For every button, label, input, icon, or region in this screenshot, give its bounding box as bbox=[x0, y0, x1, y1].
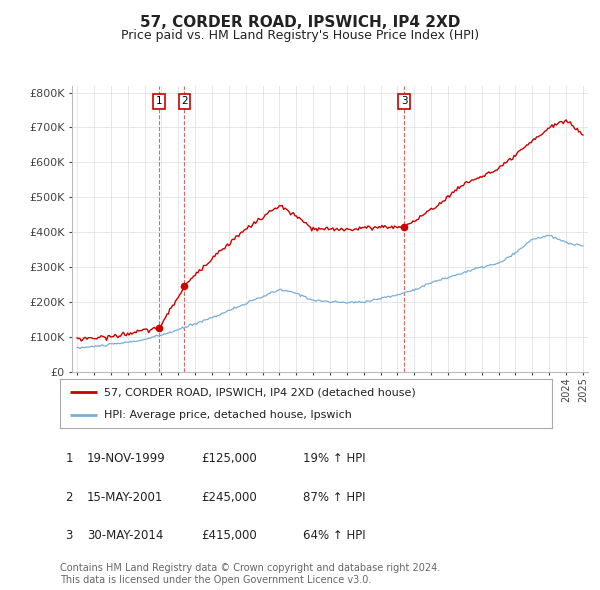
Text: 19-NOV-1999: 19-NOV-1999 bbox=[87, 452, 166, 466]
Text: 87% ↑ HPI: 87% ↑ HPI bbox=[303, 490, 365, 504]
Text: 19% ↑ HPI: 19% ↑ HPI bbox=[303, 452, 365, 466]
Text: £125,000: £125,000 bbox=[201, 452, 257, 466]
Text: 64% ↑ HPI: 64% ↑ HPI bbox=[303, 529, 365, 542]
Text: 2: 2 bbox=[181, 96, 188, 106]
Text: Price paid vs. HM Land Registry's House Price Index (HPI): Price paid vs. HM Land Registry's House … bbox=[121, 30, 479, 42]
Text: 57, CORDER ROAD, IPSWICH, IP4 2XD (detached house): 57, CORDER ROAD, IPSWICH, IP4 2XD (detac… bbox=[104, 388, 416, 398]
Text: £415,000: £415,000 bbox=[201, 529, 257, 542]
Text: £245,000: £245,000 bbox=[201, 490, 257, 504]
Text: 2: 2 bbox=[65, 490, 73, 504]
Text: 1: 1 bbox=[156, 96, 163, 106]
Text: 15-MAY-2001: 15-MAY-2001 bbox=[87, 490, 163, 504]
Text: 3: 3 bbox=[65, 529, 73, 542]
Text: Contains HM Land Registry data © Crown copyright and database right 2024.: Contains HM Land Registry data © Crown c… bbox=[60, 563, 440, 573]
Text: 3: 3 bbox=[401, 96, 407, 106]
Text: 30-MAY-2014: 30-MAY-2014 bbox=[87, 529, 163, 542]
Text: This data is licensed under the Open Government Licence v3.0.: This data is licensed under the Open Gov… bbox=[60, 575, 371, 585]
Text: HPI: Average price, detached house, Ipswich: HPI: Average price, detached house, Ipsw… bbox=[104, 409, 352, 419]
Text: 57, CORDER ROAD, IPSWICH, IP4 2XD: 57, CORDER ROAD, IPSWICH, IP4 2XD bbox=[140, 15, 460, 30]
Text: 1: 1 bbox=[65, 452, 73, 466]
